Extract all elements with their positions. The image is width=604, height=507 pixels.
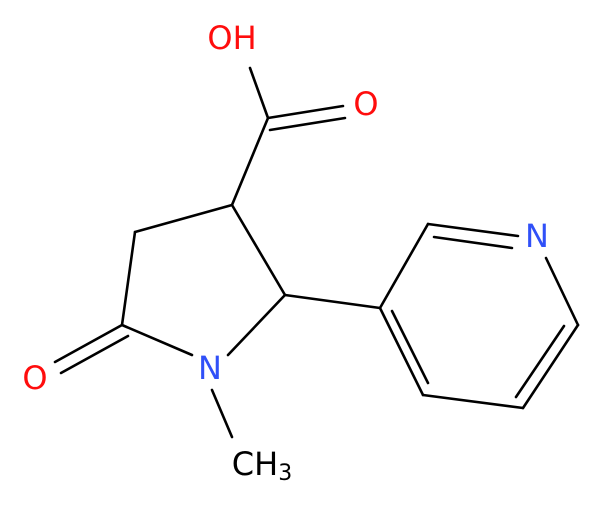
atom-label: N <box>525 217 549 255</box>
atom-label: CH3 <box>232 445 292 486</box>
bond <box>120 323 194 357</box>
bond <box>378 222 430 310</box>
bond <box>378 306 425 397</box>
atom-label-main: CH <box>232 445 278 483</box>
bond <box>283 293 382 310</box>
bond <box>120 230 137 327</box>
bond <box>230 203 287 297</box>
atom-label-subscript: 3 <box>278 461 292 486</box>
bond <box>210 388 234 439</box>
bond <box>226 293 287 357</box>
bond <box>426 222 520 238</box>
bond <box>59 334 130 375</box>
bond <box>544 256 580 327</box>
atom-label: N <box>198 349 222 387</box>
bond <box>514 324 566 399</box>
atom-label: O <box>22 359 47 397</box>
bond <box>248 66 270 120</box>
bond <box>230 116 270 207</box>
bond <box>421 393 525 410</box>
bond <box>521 323 580 410</box>
atom-label: O <box>353 85 378 123</box>
bond <box>390 309 430 385</box>
bond <box>133 203 234 234</box>
bonds <box>53 66 580 439</box>
bond <box>268 116 347 132</box>
bond <box>53 323 124 364</box>
atom-label: OH <box>207 19 256 57</box>
bond <box>432 235 514 250</box>
bond <box>266 104 345 120</box>
